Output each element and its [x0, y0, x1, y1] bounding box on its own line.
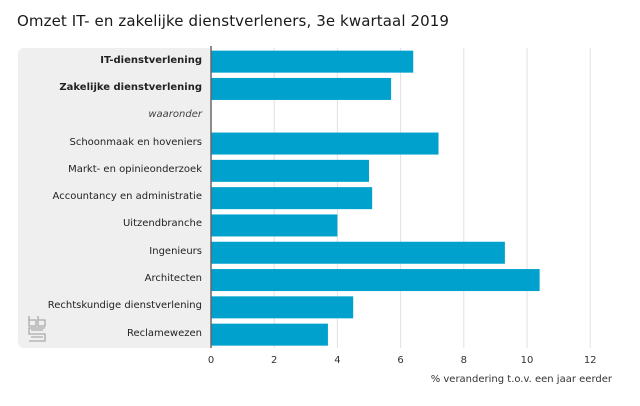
category-label: waaronder	[148, 109, 202, 121]
bar[interactable]	[211, 132, 439, 155]
x-tick-label: 8	[460, 355, 467, 366]
bar[interactable]	[211, 77, 392, 100]
x-tick-label: 4	[334, 355, 341, 366]
category-label: Reclamewezen	[126, 327, 202, 339]
category-label: Uitzendbranche	[122, 218, 202, 230]
bar[interactable]	[211, 296, 354, 319]
category-label: Zakelijke dienstverlening	[59, 81, 202, 93]
category-label: Ingenieurs	[149, 245, 202, 257]
category-label: Architecten	[144, 273, 202, 285]
x-tick-label: 2	[271, 355, 278, 366]
x-tick-label: 6	[397, 355, 404, 366]
bar[interactable]	[211, 269, 540, 292]
cbs-logo-icon	[28, 316, 46, 342]
category-label: Rechtskundige dienstverlening	[47, 300, 202, 312]
category-label: Schoonmaak en hoveniers	[69, 136, 202, 148]
bar[interactable]	[211, 323, 328, 346]
category-label: Accountancy en administratie	[52, 191, 202, 203]
bar[interactable]	[211, 241, 505, 264]
bar[interactable]	[211, 50, 414, 73]
bar[interactable]	[211, 214, 338, 237]
category-label: Markt- en opinieonderzoek	[68, 163, 202, 175]
bar[interactable]	[211, 187, 373, 210]
x-tick-label: 0	[207, 355, 215, 366]
category-label: IT-dienstverlening	[100, 54, 202, 66]
category-label-panel	[18, 48, 210, 348]
chart-title: Omzet IT- en zakelijke dienstverleners, …	[17, 12, 450, 30]
x-tick-label: 10	[520, 355, 534, 366]
bar[interactable]	[211, 159, 369, 182]
x-axis-label: % verandering t.o.v. een jaar eerder	[430, 374, 612, 385]
x-tick-label: 12	[583, 355, 597, 366]
